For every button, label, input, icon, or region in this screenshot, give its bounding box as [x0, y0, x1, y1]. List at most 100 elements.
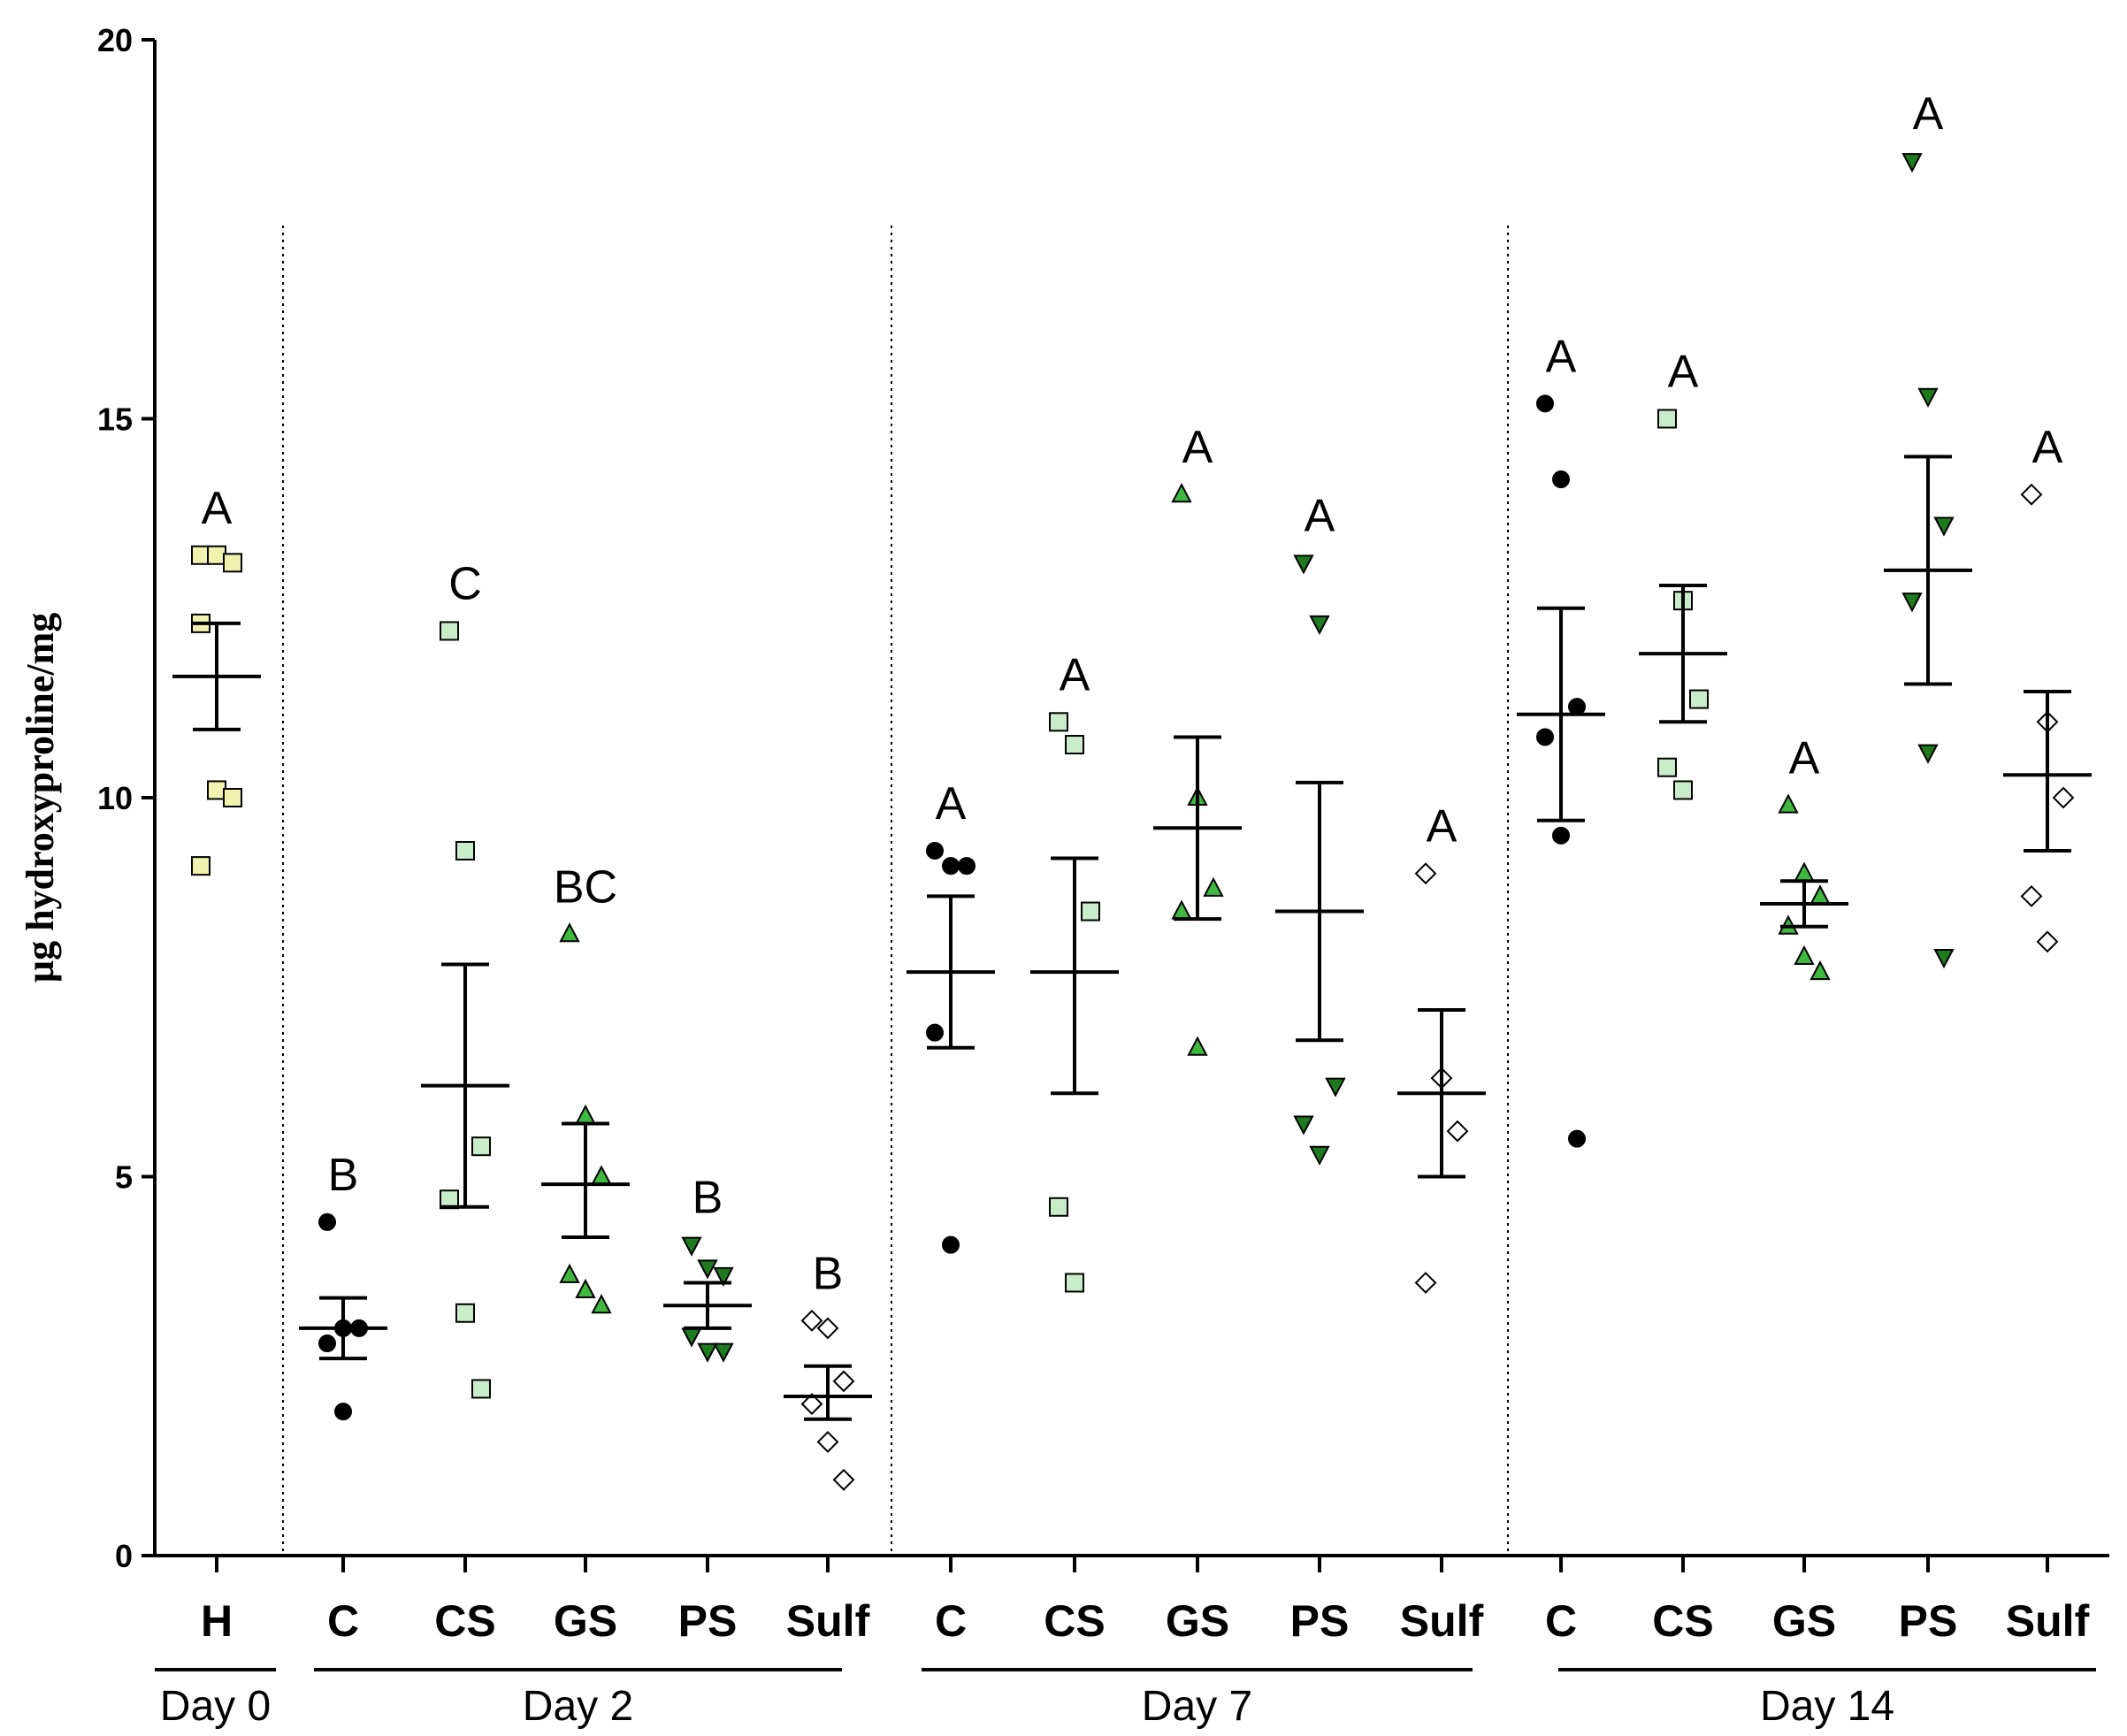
data-point-triangle-down: [1293, 554, 1314, 575]
significance-label: A: [1668, 347, 1699, 398]
data-point-square: [1065, 735, 1084, 755]
y-tick-label: 15: [97, 401, 133, 438]
data-point-circle: [334, 1403, 352, 1421]
data-point-circle: [1536, 728, 1554, 746]
y-ticks: 0 5 10 15 20: [97, 22, 155, 1574]
x-tick-label: GS: [1166, 1596, 1229, 1646]
x-tick-label: CS: [1652, 1596, 1713, 1646]
axes: [153, 40, 2109, 1557]
data-point-square: [1065, 1273, 1084, 1293]
day-brackets: Day 0 Day 2 Day 7 Day 14: [155, 1668, 2096, 1730]
group-c-day-2: B: [299, 1150, 387, 1421]
x-ticks: H C CS GS PS Sulf C CS GS PS Sulf C CS GS PS Sulf: [201, 1556, 2090, 1646]
group-sulf-day-2: B: [784, 1248, 872, 1491]
group-cs-day-14: A: [1639, 347, 1727, 800]
data-point-triangle-up: [1809, 884, 1831, 905]
data-point-square: [1081, 901, 1100, 922]
data-point-diamond: [800, 1309, 823, 1332]
data-point-triangle-down: [1293, 1115, 1314, 1136]
data-point-circle: [942, 857, 960, 876]
data-point-circle: [318, 1335, 336, 1353]
data-point-triangle-up: [1171, 899, 1192, 920]
significance-label: A: [1427, 801, 1458, 853]
significance-label: C: [448, 558, 482, 609]
data-point-triangle-down: [697, 1259, 718, 1280]
data-point-diamond: [1414, 1272, 1437, 1294]
significance-label: A: [2032, 422, 2063, 473]
data-point-triangle-up: [1809, 960, 1831, 981]
x-tick-label: C: [1545, 1596, 1577, 1646]
data-point-triangle-up: [1203, 876, 1224, 897]
data-point-square: [1657, 757, 1677, 777]
data-point-diamond: [816, 1317, 839, 1340]
group-cs-day-7: A: [1030, 649, 1119, 1293]
data-point-triangle-down: [1309, 615, 1330, 636]
data-point-triangle-up: [1794, 944, 1815, 965]
group-sulf-day-7: A: [1397, 801, 1486, 1294]
data-point-diamond: [2020, 884, 2043, 907]
y-tick-label: 10: [97, 780, 133, 816]
data-point-triangle-down: [1917, 387, 1939, 408]
data-point-circle: [1552, 470, 1570, 489]
x-tick-label: Sulf: [786, 1596, 870, 1646]
data-point-diamond: [2020, 483, 2043, 506]
data-point-circle: [1552, 826, 1570, 845]
significance-label: A: [1789, 733, 1820, 784]
group-c-day-7: A: [907, 778, 995, 1254]
y-tick-label: 0: [115, 1538, 133, 1574]
significance-label: B: [813, 1248, 844, 1299]
x-tick-label: PS: [678, 1596, 738, 1646]
x-tick-label: Sulf: [1400, 1596, 1484, 1646]
significance-label: A: [1546, 331, 1577, 382]
significance-label: A: [1182, 422, 1213, 473]
data-point-square: [1673, 780, 1693, 800]
data-point-diamond: [800, 1393, 823, 1416]
data-point-square: [455, 840, 475, 860]
group-gs-day-2: BC: [541, 861, 630, 1314]
data-point-diamond: [2052, 786, 2075, 809]
y-axis-title: µg hydroxyproline/mg: [19, 613, 62, 983]
y-tick-label: 5: [115, 1159, 133, 1196]
data-point-triangle-down: [1325, 1077, 1346, 1097]
significance-label: A: [936, 778, 967, 830]
data-point-diamond: [816, 1431, 839, 1453]
data-point-triangle-down: [1933, 948, 1955, 969]
data-point-diamond: [1446, 1120, 1469, 1143]
group-gs-day-7: A: [1153, 422, 1242, 1056]
data-point-triangle-down: [1917, 744, 1939, 764]
significance-label: A: [1913, 88, 1944, 140]
data-point-triangle-down: [713, 1266, 734, 1288]
data-point-circle: [318, 1212, 336, 1231]
significance-label: A: [1060, 649, 1090, 700]
group-ps-day-2: B: [663, 1173, 752, 1363]
data-point-triangle-down: [1933, 516, 1955, 537]
data-point-circle: [1568, 1129, 1586, 1148]
data-point-triangle-down: [681, 1236, 702, 1257]
data-point-square: [440, 621, 459, 641]
data-point-triangle-up: [591, 1294, 612, 1314]
data-point-square: [1049, 712, 1068, 732]
data-point-triangle-up: [591, 1165, 612, 1185]
data-point-triangle-down: [1901, 153, 1923, 173]
data-point-square: [471, 1379, 491, 1399]
group-cs-day-2: C: [421, 558, 509, 1399]
x-tick-label: C: [327, 1596, 359, 1646]
group-h-day-0: A: [172, 483, 261, 876]
significance-label: B: [328, 1150, 359, 1201]
data-point-square: [223, 788, 242, 807]
day-label: Day 14: [1760, 1683, 1894, 1730]
significance-label: B: [692, 1173, 723, 1224]
data-point-diamond: [832, 1468, 855, 1491]
group-ps-day-7: A: [1275, 490, 1364, 1166]
x-tick-label: GS: [554, 1596, 617, 1646]
data-point-triangle-down: [1309, 1145, 1330, 1166]
x-tick-label: Sulf: [2006, 1596, 2090, 1646]
data-point-circle: [1568, 698, 1586, 716]
group-c-day-14: A: [1517, 331, 1605, 1148]
data-point-triangle-up: [1171, 483, 1192, 503]
group-sulf-day-14: A: [2003, 422, 2092, 953]
data-point-circle: [1536, 394, 1554, 413]
data-point-square: [1049, 1197, 1068, 1217]
